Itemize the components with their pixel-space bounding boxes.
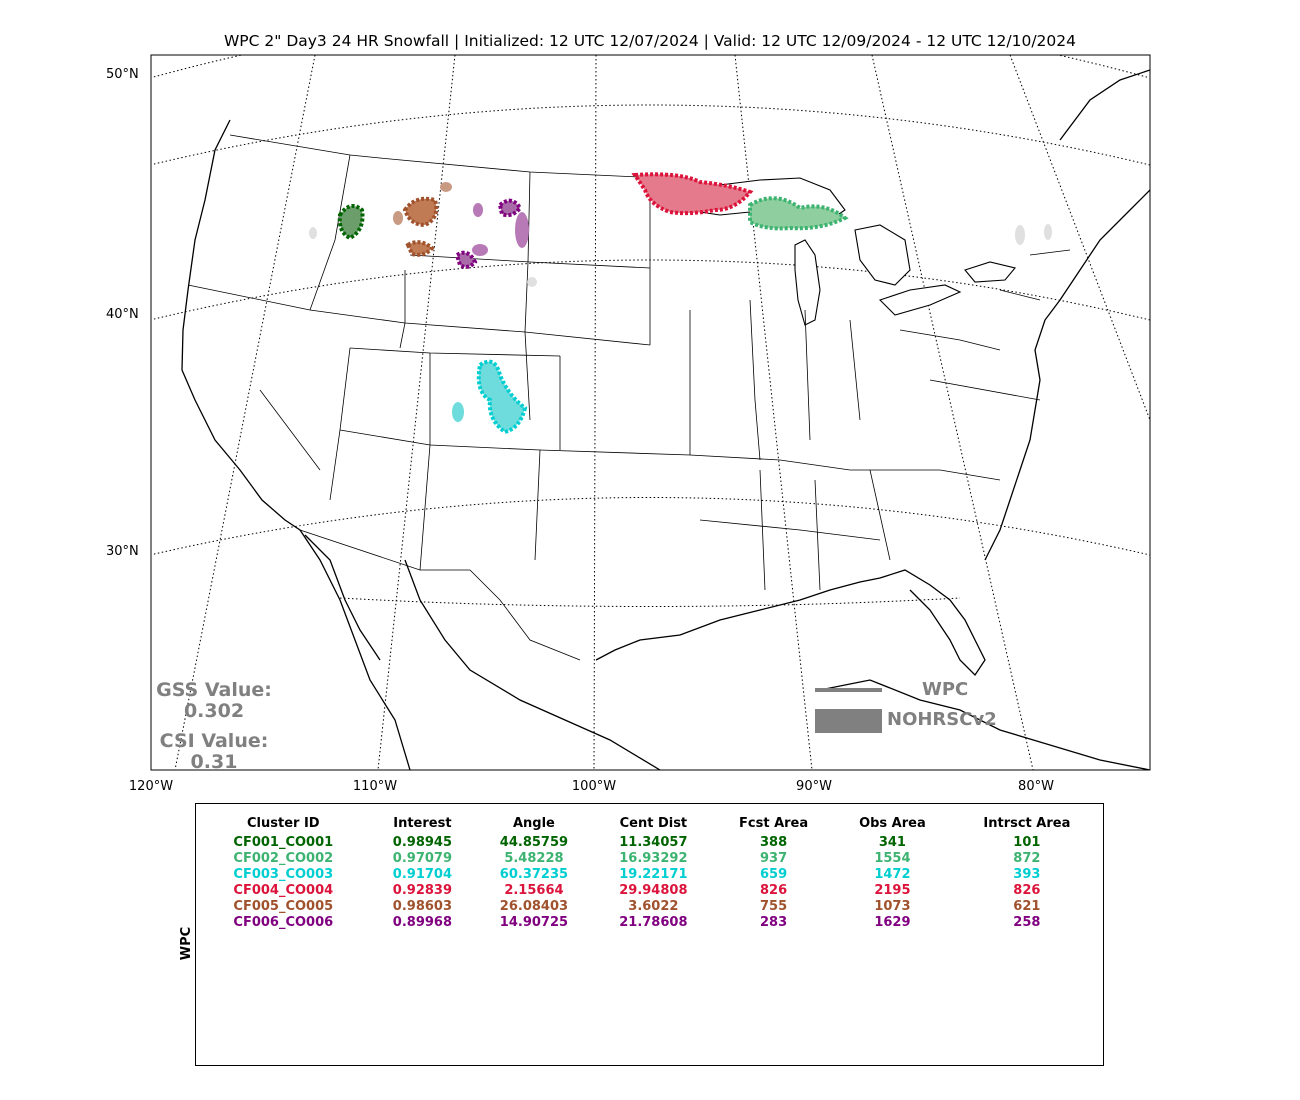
table-cell: 0.97079 — [392, 851, 453, 866]
table-cell: 1073 — [874, 899, 911, 914]
table-cell: 60.37235 — [499, 867, 569, 882]
coastlines — [181, 69, 1150, 770]
table-cell: CF005_CO005 — [233, 899, 334, 914]
cluster-cf001 — [337, 204, 365, 241]
map-layer — [151, 55, 1150, 770]
state-borders — [187, 134, 1071, 661]
table-cell: 44.85759 — [499, 835, 569, 850]
lon-label-110: 110°W — [352, 779, 398, 794]
table-cell: 21.78608 — [619, 915, 688, 930]
cluster-cf006a — [497, 198, 523, 218]
table-cell: 2.15664 — [504, 883, 564, 898]
table-cell: 937 — [760, 851, 788, 866]
table-cell: 3.6022 — [628, 899, 679, 914]
lat-label-50: 50°N — [106, 67, 139, 82]
table-cell: 11.34057 — [619, 835, 688, 850]
lon-label-90: 90°W — [796, 779, 832, 794]
table-cell: 16.93292 — [619, 851, 688, 866]
csi-value: 0.31 — [190, 751, 238, 773]
table-cell: CF003_CO003 — [233, 867, 334, 882]
cluster-cf006b — [454, 250, 478, 269]
snow-clusters — [309, 172, 1052, 435]
gss-value: 0.302 — [183, 700, 245, 722]
cluster-cf002 — [748, 196, 849, 231]
table-row: CF002_CO002 0.97079 5.48228 16.93292 937 1554… — [196, 851, 1103, 867]
table-row: CF003_CO003 0.91704 60.37235 19.22171 659 147… — [196, 867, 1103, 883]
cluster-cf003 — [476, 359, 528, 435]
table-cell: 393 — [1013, 867, 1041, 882]
table-cell: 826 — [1013, 883, 1041, 898]
table-cell: CF002_CO002 — [233, 851, 334, 866]
table-cell: 755 — [760, 899, 788, 914]
legend-nohrsc-label: NOHRSCv2 — [887, 709, 997, 730]
table-cell: 0.92839 — [392, 883, 453, 898]
lon-label-100: 100°W — [571, 779, 617, 794]
lon-label-80: 80°W — [1018, 779, 1054, 794]
cluster-cf005a — [402, 196, 439, 228]
table-cell: 0.89968 — [392, 915, 453, 930]
table-cell: 0.98945 — [392, 835, 453, 850]
table-cell: 26.08403 — [499, 899, 569, 914]
table-cell: 19.22171 — [619, 867, 688, 882]
map-frame — [150, 54, 1151, 771]
legend — [815, 688, 882, 733]
table-header-row: Cluster ID Interest Angle Cent Dist Fcst… — [196, 816, 1103, 835]
csi-label: CSI Value: — [159, 730, 269, 752]
table-cell: 621 — [1013, 899, 1041, 914]
table-cell: 872 — [1013, 851, 1041, 866]
table-cell: 1554 — [874, 851, 911, 866]
table-cell: CF006_CO006 — [233, 915, 334, 930]
header-fcst-area: Fcst Area — [739, 816, 809, 831]
table-cell: 29.94808 — [619, 883, 688, 898]
cluster-cf004 — [631, 172, 754, 216]
table-cell: 341 — [878, 835, 906, 850]
table-row: CF004_CO004 0.92839 2.15664 29.94808 826 2195… — [196, 883, 1103, 899]
table-row: CF005_CO005 0.98603 26.08403 3.6022 755 1073 6… — [196, 899, 1103, 915]
table-cell: 5.48228 — [504, 851, 564, 866]
table-cell: CF004_CO004 — [233, 883, 334, 898]
table-cell: 101 — [1013, 835, 1041, 850]
cluster-stats-table: Cluster ID Interest Angle Cent Dist Fcst… — [196, 816, 1103, 931]
table-cell: 0.91704 — [392, 867, 453, 882]
header-cent-dist: Cent Dist — [619, 816, 688, 831]
table-cell: 659 — [760, 867, 788, 882]
table-cell: 2195 — [874, 883, 911, 898]
table-cell: 1472 — [874, 867, 911, 882]
cluster-stats-box: Cluster ID Interest Angle Cent Dist Fcst… — [195, 803, 1104, 1066]
longitude-lines — [174, 55, 1150, 770]
cluster-cf005b — [405, 240, 435, 257]
table-row: CF001_CO001 0.98945 44.85759 11.34057 388 341… — [196, 835, 1103, 851]
table-cell: 258 — [1013, 915, 1041, 930]
lat-label-30: 30°N — [106, 544, 139, 559]
lon-label-120: 120°W — [128, 779, 174, 794]
table-cell: 283 — [760, 915, 788, 930]
table-cell: 14.90725 — [499, 915, 569, 930]
header-interest: Interest — [393, 816, 452, 831]
header-obs-area: Obs Area — [859, 816, 926, 831]
table-cell: 388 — [760, 835, 788, 850]
table-cell: CF001_CO001 — [233, 835, 334, 850]
gss-label: GSS Value: — [156, 679, 272, 701]
table-side-label: WPC — [179, 926, 195, 961]
legend-wpc-label: WPC — [922, 679, 969, 700]
table-cell: 0.98603 — [392, 899, 453, 914]
table-cell: 1629 — [874, 915, 911, 930]
header-angle: Angle — [512, 816, 555, 831]
header-cluster-id: Cluster ID — [247, 816, 320, 831]
legend-nohrsc-patch — [815, 709, 882, 733]
table-cell: 826 — [760, 883, 788, 898]
header-intrsct-area: Intrsct Area — [983, 816, 1071, 831]
lat-label-40: 40°N — [106, 307, 139, 322]
table-row: CF006_CO006 0.89968 14.90725 21.78608 283 162… — [196, 915, 1103, 931]
map-title: WPC 2" Day3 24 HR Snowfall | Initialized… — [223, 32, 1076, 50]
